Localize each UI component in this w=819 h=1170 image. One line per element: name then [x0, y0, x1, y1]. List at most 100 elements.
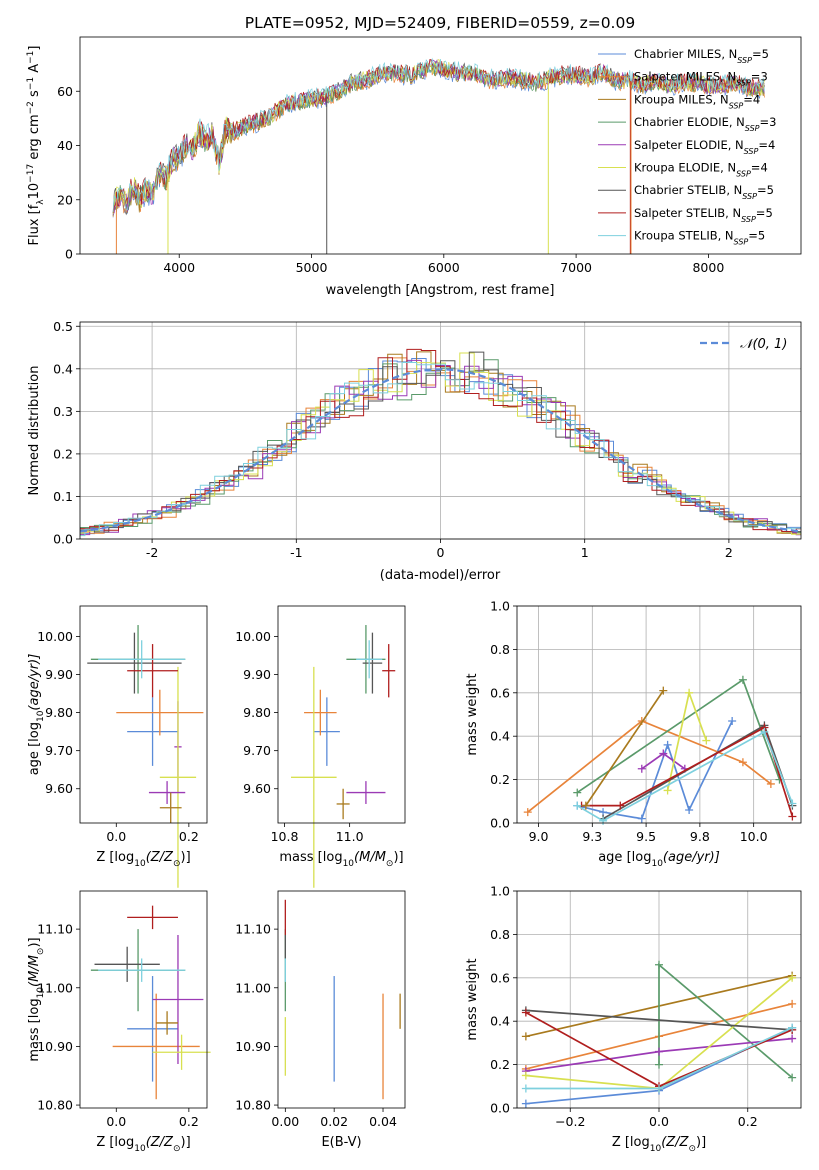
weight-point: [663, 740, 672, 749]
x-tick-label: 5000: [296, 260, 328, 275]
label-symbol: , N: [726, 183, 742, 197]
label-part: erg cm: [27, 114, 42, 163]
label-part: mass weight: [465, 673, 480, 755]
y-tick-label: 9.90: [243, 667, 271, 682]
label-symbol: SSP: [729, 101, 744, 110]
y-tick-label: 0.4: [490, 729, 510, 744]
x-tick-label: 0: [437, 545, 445, 560]
label-symbol: =: [757, 183, 767, 197]
label-part: (M/M: [354, 850, 386, 865]
y-tick-label: 0.1: [53, 489, 73, 504]
label-part: )]: [393, 850, 403, 865]
legend-name: Kroupa ELODIE: [634, 161, 720, 175]
label-symbol: =: [760, 115, 770, 129]
label-symbol: −17: [26, 164, 36, 183]
y-tick-label: 0.4: [490, 1014, 510, 1029]
weight-point: [663, 786, 672, 795]
legend-nssp: 5: [758, 229, 765, 243]
y-tick-label: 0.2: [490, 1057, 510, 1072]
weight-series-line: [666, 689, 708, 791]
label-symbol: , N: [718, 229, 734, 243]
histogram-series: [80, 359, 801, 536]
x-tick-label: 10.0: [740, 829, 768, 844]
y-tick-label: 0.5: [53, 319, 73, 334]
label-part: 10: [36, 987, 46, 999]
legend-nssp: 4: [760, 161, 767, 175]
label-symbol: , N: [725, 206, 741, 220]
x-tick-label: 9.0: [529, 829, 549, 844]
y-tick-label: 9.60: [243, 781, 271, 796]
x-tick-label: 0.0: [649, 1114, 669, 1129]
weight-series-line: [527, 720, 772, 813]
y-tick-label: 11.00: [37, 980, 73, 995]
label-part: mass [log: [279, 850, 342, 865]
x-tick-label: 0.02: [320, 1114, 348, 1129]
label-symbol: λ: [36, 199, 46, 205]
weight-point: [523, 808, 532, 817]
weight-point: [788, 999, 797, 1008]
spectrum-series-line: [112, 57, 765, 212]
x-tick-label: 0.2: [179, 1114, 199, 1129]
weight-point: [702, 736, 711, 745]
y-tick-label: 10.00: [235, 629, 271, 644]
weight-series-line: [585, 690, 665, 807]
y-tick-label: 1.0: [490, 884, 510, 899]
y-tick-label: 9.80: [45, 705, 73, 720]
legend-name: Kroupa STELIB: [634, 229, 718, 243]
weight-point: [788, 1023, 797, 1032]
label-part: )]: [181, 1135, 191, 1150]
label-part: (Z/Z: [146, 850, 174, 865]
weight-point: [685, 805, 694, 814]
y-tick-label: 1.0: [490, 599, 510, 614]
label-symbol: =: [752, 47, 762, 61]
legend-nssp: 4: [753, 92, 760, 106]
errorbars-age-vs-z: [87, 625, 204, 888]
x-tick-label: 9.8: [690, 829, 710, 844]
x-tick-label: −0.2: [555, 1114, 585, 1129]
y-tick-label: 0.4: [53, 361, 73, 376]
x-tick-label: -1: [290, 545, 302, 560]
weight-point: [738, 675, 747, 684]
legend-entry: 𝒩(0, 1): [740, 337, 787, 352]
label-part: (age/yr)]: [663, 850, 720, 865]
axes-frame: [79, 36, 802, 255]
label-symbol: =: [758, 138, 768, 152]
weight-point: [788, 973, 797, 982]
x-tick-label: 9.5: [636, 829, 656, 844]
label-symbol: ⊙: [386, 859, 394, 869]
label-part: E(B-V): [321, 1135, 361, 1150]
x-tick-label: 0.04: [369, 1114, 397, 1129]
axes-residuals: -2 -1 0 1 2 0.0 0.1 0.2 0.3 0.4 0.5: [53, 319, 801, 560]
y-tick-label: 0.3: [53, 404, 73, 419]
legend-name: Salpeter ELODIE: [634, 138, 728, 152]
y-tick-label: 10.90: [235, 1039, 271, 1054]
weight-point: [655, 1047, 663, 1056]
label-symbol: 10: [27, 183, 42, 200]
y-tick-label: 11.10: [37, 922, 73, 937]
legend-name: Chabrier STELIB: [634, 183, 726, 197]
errorbars-age-vs-mass: [291, 625, 396, 888]
weight-point: [655, 1084, 663, 1093]
weight-point: [766, 779, 775, 788]
weight-point: [521, 1008, 530, 1017]
weight-point: [788, 812, 797, 821]
label-symbol: SSP: [744, 146, 759, 155]
x-tick-label: 0.2: [179, 829, 199, 844]
label-part: (M/M: [27, 955, 42, 987]
legend-name: Salpeter STELIB: [634, 206, 725, 220]
weight-point: [521, 1032, 530, 1041]
x-tick-label: 7000: [560, 260, 592, 275]
label-part: 10: [650, 1144, 662, 1154]
legend-entry: Salpeter STELIB, NSSP=5: [634, 206, 773, 224]
legend-nssp: 4: [768, 138, 775, 152]
legend-entry: Kroupa ELODIE, NSSP=4: [634, 161, 768, 179]
weight-point: [655, 1060, 663, 1069]
label-symbol: ⊙: [173, 859, 181, 869]
label-symbol: , N: [720, 70, 736, 84]
y-axis-label: mass weight: [465, 673, 480, 755]
label-part: mass weight: [465, 958, 480, 1040]
y-axis-label: mass [log10(M/M⊙)]: [27, 937, 46, 1061]
y-tick-label: 9.70: [243, 743, 271, 758]
legend-name: Chabrier ELODIE: [634, 115, 729, 129]
label-part: 10: [134, 1144, 146, 1154]
